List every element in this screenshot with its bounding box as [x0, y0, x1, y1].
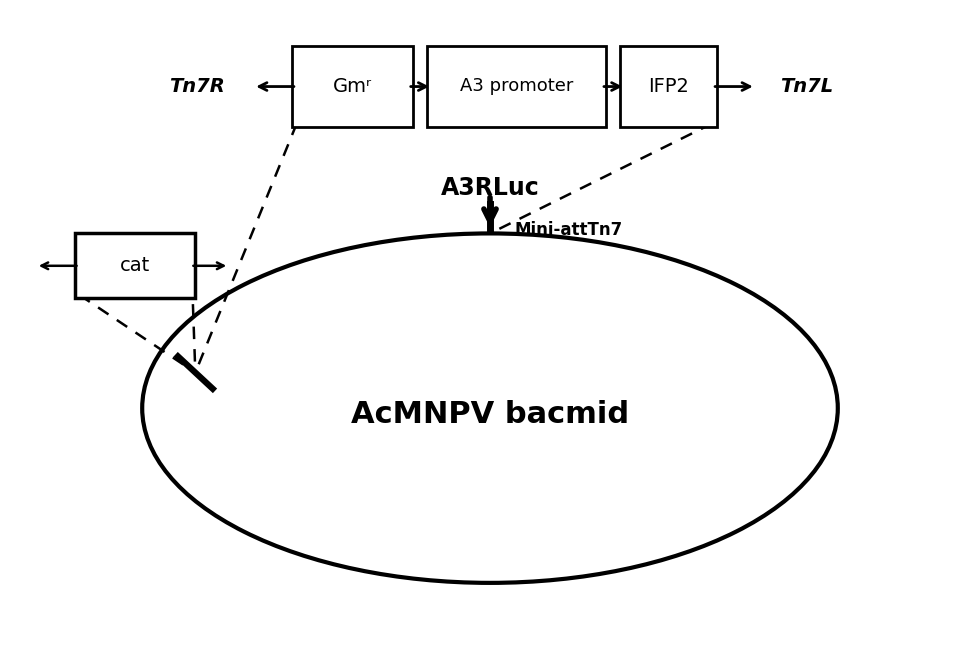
Text: cat: cat — [120, 256, 150, 275]
FancyBboxPatch shape — [427, 46, 606, 127]
Ellipse shape — [142, 233, 838, 583]
Text: Tn7R: Tn7R — [169, 77, 224, 96]
Text: AcMNPV bacmid: AcMNPV bacmid — [351, 400, 629, 429]
FancyBboxPatch shape — [74, 233, 195, 298]
Text: Mini-attTn7: Mini-attTn7 — [514, 221, 622, 239]
Text: A3 promoter: A3 promoter — [460, 77, 573, 95]
FancyBboxPatch shape — [620, 46, 717, 127]
Text: Tn7L: Tn7L — [780, 77, 833, 96]
Text: IFP2: IFP2 — [649, 77, 689, 96]
Text: A3RLuc: A3RLuc — [441, 176, 539, 200]
FancyBboxPatch shape — [292, 46, 413, 127]
Text: Gmʳ: Gmʳ — [333, 77, 371, 96]
